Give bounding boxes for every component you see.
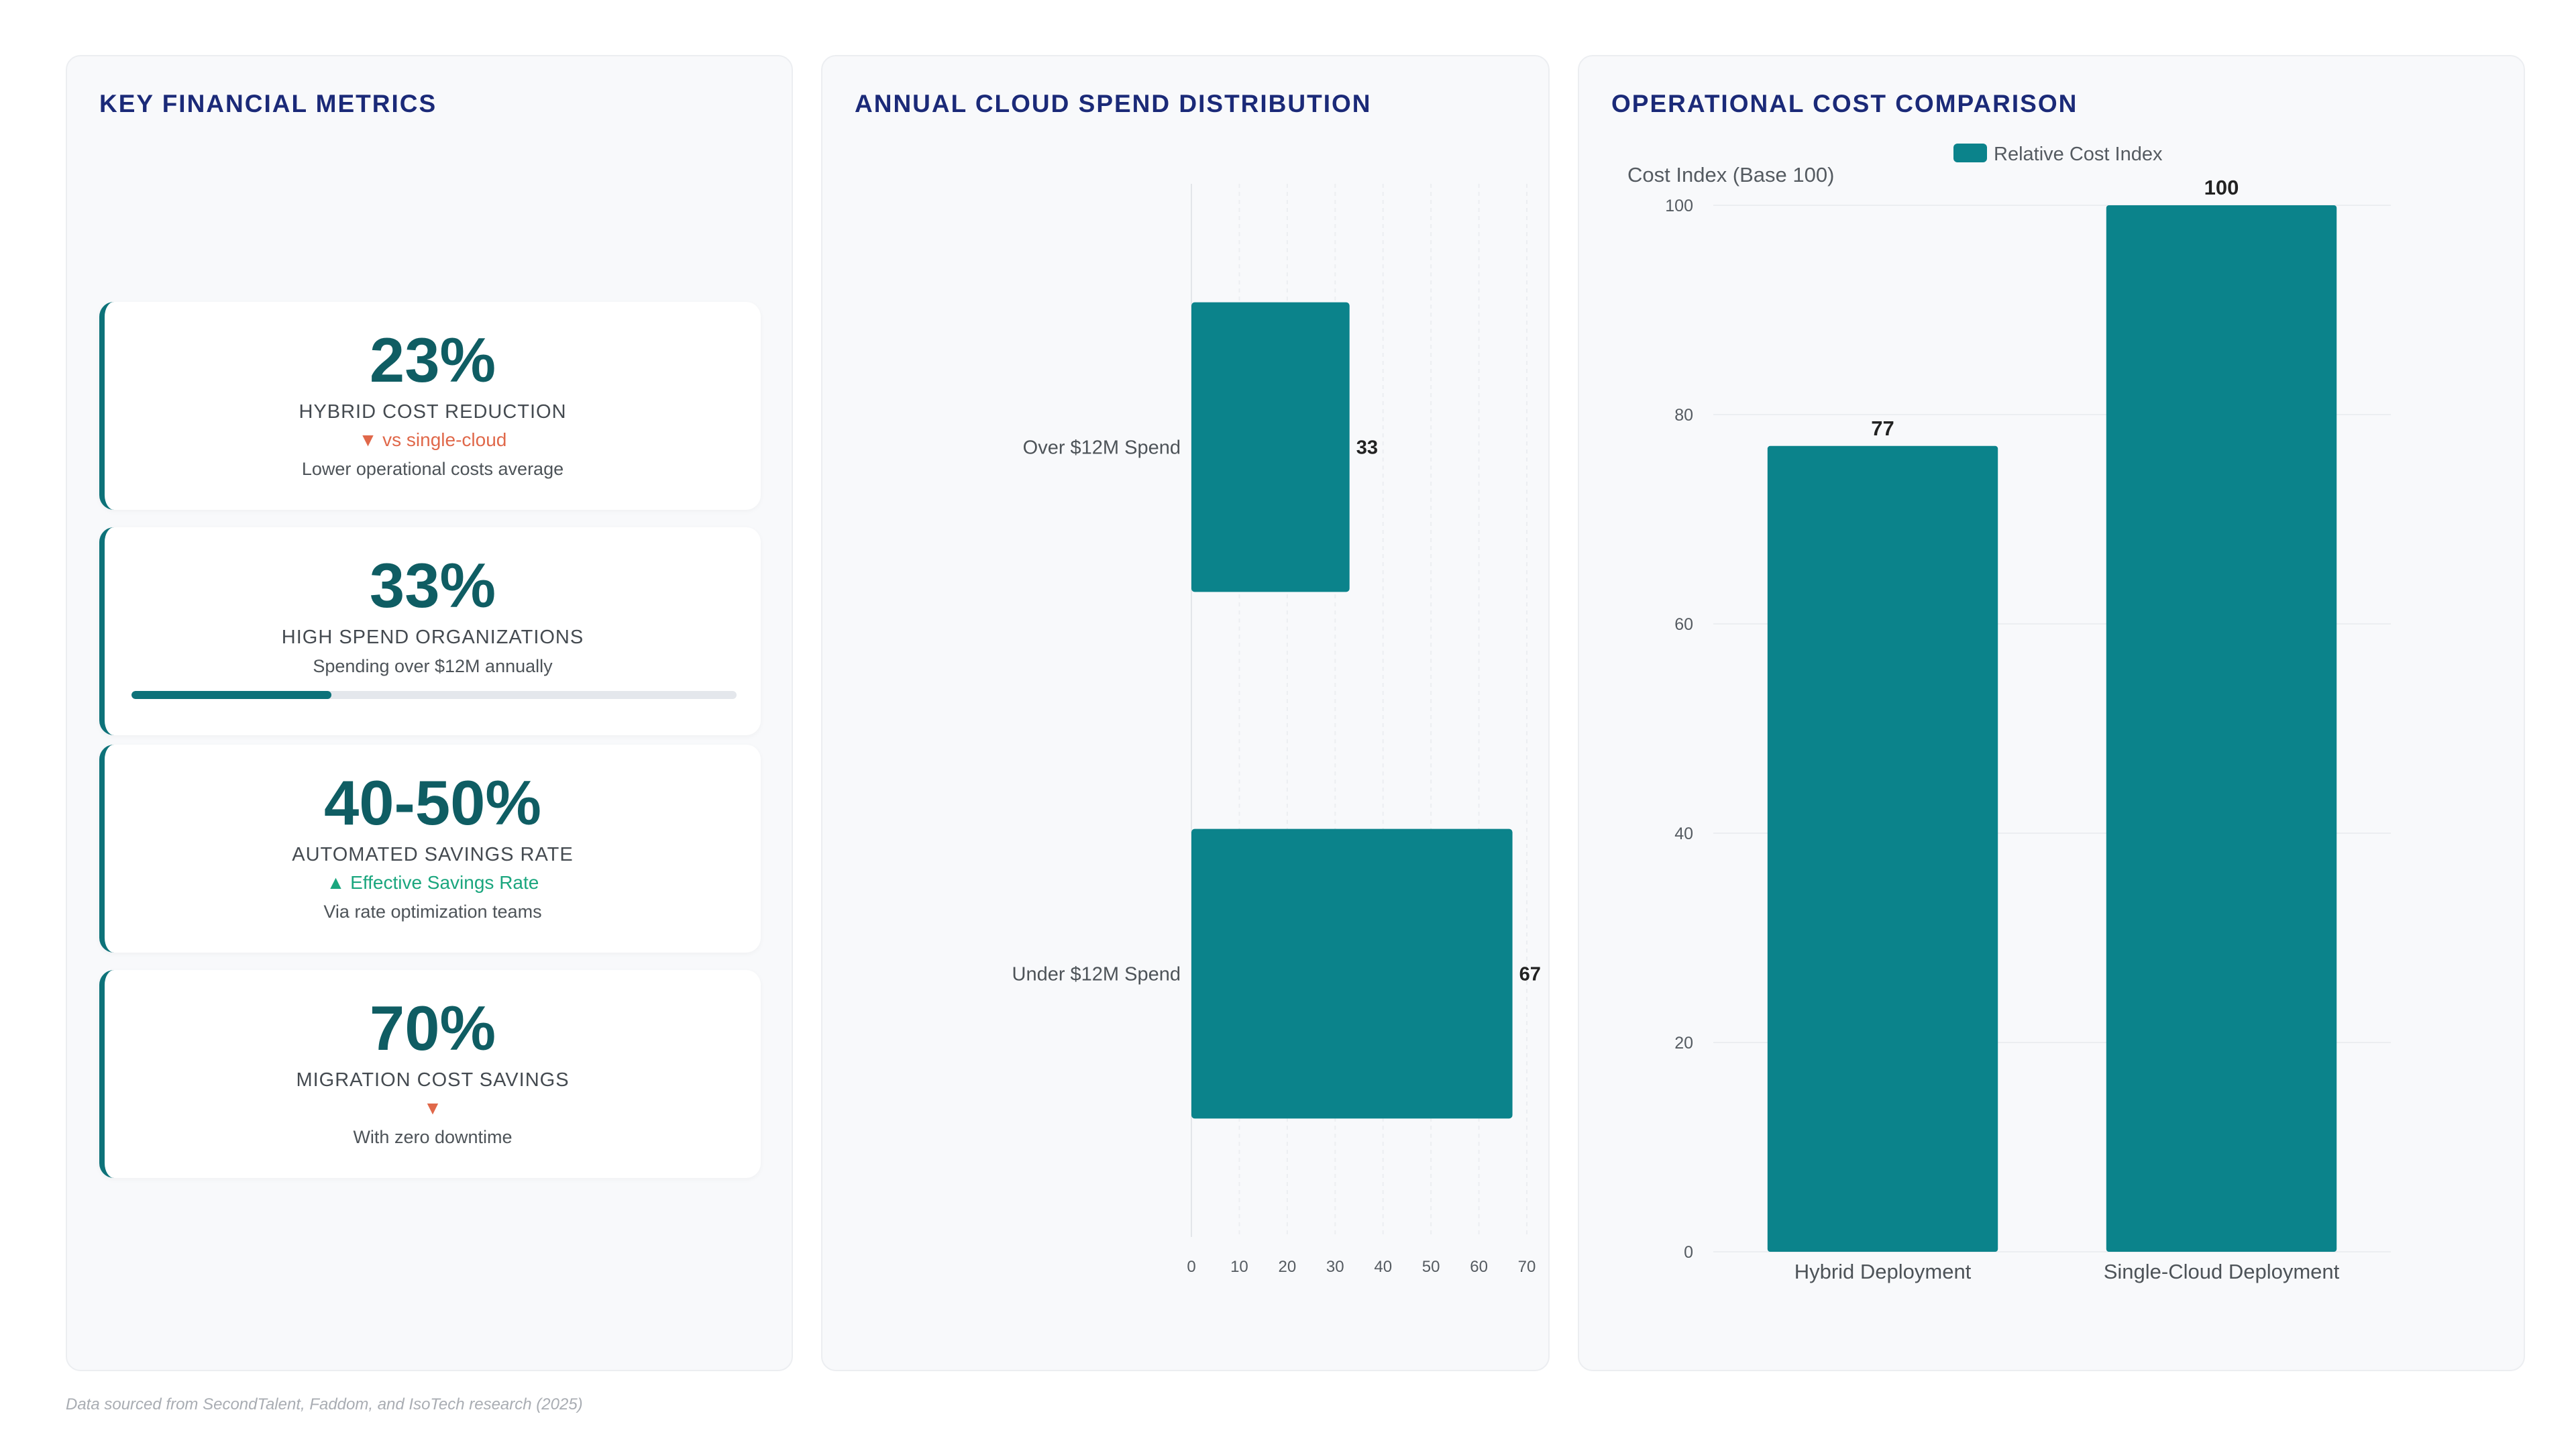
bar [1191,828,1513,1119]
metric-value: 33% [369,550,496,621]
spend-distribution-panel: ANNUAL CLOUD SPEND DISTRIBUTION 0 10 20 30 4… [821,55,1550,1371]
x-tick-label: 0 [1187,1258,1195,1276]
metric-value: 23% [369,325,496,395]
operational-cost-panel: OPERATIONAL COST COMPARISON Relative Cos… [1578,55,2525,1371]
data-label: 100 [2204,176,2239,199]
x-tick-label: 10 [1230,1258,1248,1276]
progress-bar-fill [131,691,331,699]
legend-swatch [1953,144,1987,162]
x-tick-label: 40 [1374,1258,1392,1276]
x-tick-label: 50 [1422,1258,1440,1276]
y-tick-label: 100 [1665,197,1693,215]
ops-chart-title: OPERATIONAL COST COMPARISON [1611,90,2078,117]
metric-card-hybrid-cost-reduction: 23% HYBRID COST REDUCTION ▼ vs single-cl… [99,302,761,510]
category-label: Single-Cloud Deployment [2104,1260,2340,1283]
category-label: Over $12M Spend [1023,437,1181,459]
spend-distribution-chart: 0 10 20 30 40 50 60 70 Over $12M Spend 33 Under $1… [1012,184,1541,1276]
metric-label: AUTOMATED SAVINGS RATE [292,844,574,865]
bar [1191,302,1350,592]
data-label: 77 [1871,417,1894,440]
bar [2106,205,2337,1252]
metric-label: HYBRID COST REDUCTION [299,401,567,423]
x-tick-label: 60 [1470,1258,1488,1276]
metrics-panel: KEY FINANCIAL METRICS 23% HYBRID COST RE… [66,55,793,1371]
metric-note: Lower operational costs average [301,459,564,479]
metric-note: With zero downtime [353,1127,513,1147]
data-source-footer: Data sourced from SecondTalent, Faddom, … [66,1395,583,1413]
operational-cost-chart: Relative Cost Index Cost Index (Base 100)… [1627,144,2391,1283]
progress-bar [131,691,737,699]
y-axis-title: Cost Index (Base 100) [1627,163,1834,186]
x-tick-label: 70 [1518,1258,1536,1276]
metric-note: Via rate optimization teams [323,902,542,922]
metric-trend-up: ▲ Effective Savings Rate [326,872,539,893]
y-tick-label: 60 [1674,615,1693,634]
category-label: Hybrid Deployment [1794,1260,1972,1283]
metric-note: Spending over $12M annually [313,656,553,676]
x-tick-label: 30 [1326,1258,1344,1276]
metric-card-automated-savings-rate: 40-50% AUTOMATED SAVINGS RATE ▲ Effectiv… [99,745,761,953]
y-tick-label: 40 [1674,824,1693,843]
metrics-panel-title: KEY FINANCIAL METRICS [99,90,437,117]
y-tick-label: 20 [1674,1034,1693,1053]
metric-label: MIGRATION COST SAVINGS [296,1069,570,1091]
category-label: Under $12M Spend [1012,964,1181,985]
data-label: 33 [1356,437,1378,459]
y-tick-label: 0 [1684,1243,1693,1262]
metric-card-high-spend-organizations: 33% HIGH SPEND ORGANIZATIONS Spending ov… [99,527,761,735]
metric-value: 70% [369,993,496,1063]
y-tick-label: 80 [1674,406,1693,425]
metric-trend-down: ▼ [423,1097,442,1118]
metric-value: 40-50% [324,767,541,838]
bar [1767,445,1998,1252]
spend-chart-title: ANNUAL CLOUD SPEND DISTRIBUTION [855,90,1372,117]
metric-card-migration-cost-savings: 70% MIGRATION COST SAVINGS ▼ With zero d… [99,970,761,1178]
data-label: 67 [1519,964,1541,985]
metric-label: HIGH SPEND ORGANIZATIONS [281,627,584,648]
x-tick-label: 20 [1279,1258,1297,1276]
legend-label: Relative Cost Index [1994,144,2163,165]
metric-trend-down: ▼ vs single-cloud [358,429,507,450]
